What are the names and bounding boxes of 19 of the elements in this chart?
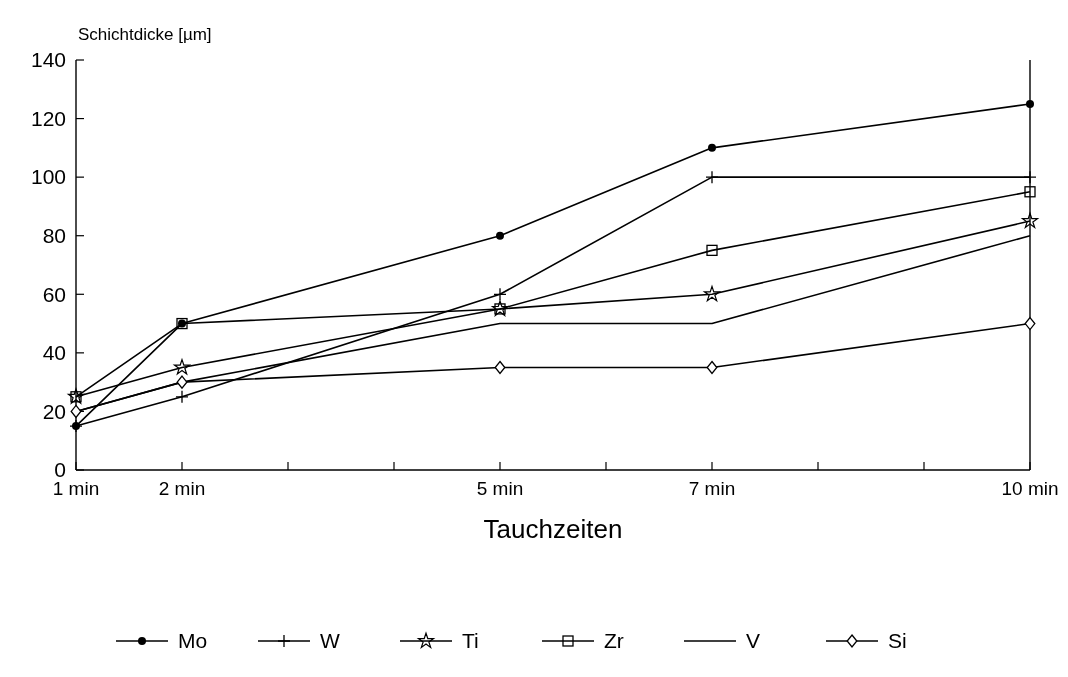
x-tick-label: 2 min (158, 478, 206, 499)
y-tick-label: 60 (42, 282, 66, 306)
legend-label: V (746, 629, 761, 653)
y-tick-label: 140 (30, 48, 66, 72)
x-axis-title: Tauchzeiten (483, 514, 623, 544)
legend-label: W (320, 629, 340, 653)
legend-label: Ti (462, 629, 479, 653)
y-tick-label: 80 (42, 224, 66, 248)
x-tick-label: 10 min (1001, 478, 1059, 499)
y-tick-label: 40 (42, 341, 66, 365)
legend-label: Zr (604, 629, 624, 653)
y-axis-title: Schichtdicke [µm] (78, 25, 212, 44)
y-tick-label: 20 (42, 399, 66, 423)
y-tick-label: 120 (30, 106, 66, 130)
legend-label: Mo (178, 629, 208, 653)
x-tick-label: 5 min (476, 478, 524, 499)
x-tick-label: 7 min (688, 478, 736, 499)
legend-label: Si (888, 629, 907, 653)
y-tick-label: 100 (30, 165, 66, 189)
